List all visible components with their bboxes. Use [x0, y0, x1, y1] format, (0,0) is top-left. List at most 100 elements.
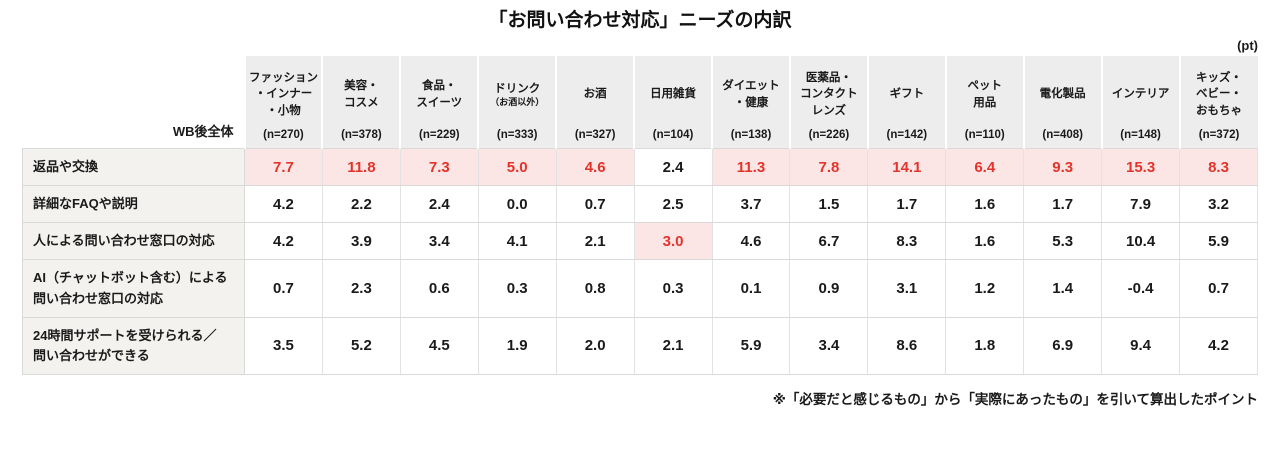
value-cell: 8.3 — [1179, 147, 1258, 187]
column-header: 美容・ コスメ (n=378) — [321, 56, 401, 149]
value-cell: 6.9 — [1023, 316, 1103, 375]
column-label: ギフト — [889, 88, 925, 101]
column-sample-size: (n=270) — [263, 129, 304, 141]
value-cell: 9.3 — [1023, 147, 1103, 187]
column-label: インテリア — [1111, 88, 1170, 101]
value-cell: 4.5 — [399, 316, 479, 375]
table-header: WB後全体 ファッション ・インナー ・小物 (n=270) 美容・ コスメ (n=3… — [22, 56, 1258, 149]
value-cell: 0.3 — [633, 259, 713, 318]
needs-breakdown-table: WB後全体 ファッション ・インナー ・小物 (n=270) 美容・ コスメ (n=3… — [22, 56, 1258, 375]
row-label: 返品や交換 — [22, 147, 245, 187]
column-header: お酒 (n=327) — [555, 56, 635, 149]
column-header: 食品・ スイーツ (n=229) — [399, 56, 479, 149]
column-label: 美容・ コスメ — [344, 80, 379, 109]
value-cell: 0.7 — [1179, 259, 1258, 318]
column-sample-size: (n=142) — [886, 129, 928, 141]
value-cell: 11.3 — [711, 147, 791, 187]
value-cell: 7.3 — [399, 147, 479, 187]
page-title: 「お問い合わせ対応」ニーズの内訳 — [488, 10, 792, 31]
column-sample-size: (n=110) — [964, 129, 1005, 141]
value-cell: 4.6 — [711, 222, 791, 261]
column-label: ペット 用品 — [967, 80, 1003, 109]
value-cell: 2.5 — [633, 185, 713, 224]
value-cell: 1.6 — [945, 222, 1025, 261]
value-cell: 4.1 — [477, 222, 557, 261]
column-header: 日用雑貨 (n=104) — [633, 56, 713, 149]
column-sample-size: (n=333) — [496, 129, 538, 141]
value-cell: 4.2 — [244, 222, 323, 261]
column-sample-size: (n=408) — [1042, 129, 1083, 141]
value-cell: 3.5 — [244, 316, 323, 375]
column-label: ダイエット ・健康 — [722, 80, 780, 109]
value-cell: 7.9 — [1101, 185, 1181, 224]
value-cell: 8.6 — [867, 316, 947, 375]
row-label: 人による問い合わせ窓口の対応 — [22, 222, 245, 261]
value-cell: 2.2 — [321, 185, 401, 224]
column-sample-size: (n=148) — [1120, 129, 1161, 141]
column-header: インテリア (n=148) — [1100, 56, 1180, 149]
column-header: ドリンク （お酒以外） (n=333) — [477, 56, 557, 149]
value-cell: 5.3 — [1023, 222, 1103, 261]
value-cell: 6.7 — [789, 222, 869, 261]
column-sample-size: (n=104) — [652, 129, 694, 141]
value-cell: 9.4 — [1101, 316, 1181, 375]
column-sample-size: (n=378) — [341, 129, 382, 141]
column-header: キッズ・ ベビー・ おもちゃ (n=372) — [1178, 56, 1258, 149]
value-cell: 0.8 — [555, 259, 635, 318]
value-cell: 1.7 — [867, 185, 947, 224]
value-cell: -0.4 — [1101, 259, 1181, 318]
value-cell: 3.4 — [399, 222, 479, 261]
value-cell: 10.4 — [1101, 222, 1181, 261]
header-row: WB後全体 ファッション ・インナー ・小物 (n=270) 美容・ コスメ (n=3… — [22, 56, 1258, 149]
value-cell: 2.0 — [555, 316, 635, 375]
value-cell: 6.4 — [945, 147, 1025, 187]
value-cell: 15.3 — [1101, 147, 1181, 187]
value-cell: 8.3 — [867, 222, 947, 261]
value-cell: 0.6 — [399, 259, 479, 318]
column-header: ダイエット ・健康 (n=138) — [711, 56, 790, 149]
value-cell: 3.4 — [789, 316, 869, 375]
table-row: 返品や交換 7.7 11.8 7.3 5.0 4.6 2.4 11.3 7.8 14.1 6.4 9.… — [22, 147, 1258, 187]
column-header: ギフト (n=142) — [866, 56, 946, 149]
value-cell: 5.9 — [711, 316, 791, 375]
table-row: 詳細なFAQや説明 4.2 2.2 2.4 0.0 0.7 2.5 3.7 1.5 1.7 1.6 1… — [22, 185, 1258, 224]
value-cell: 4.2 — [1179, 316, 1258, 375]
column-header: 医薬品・ コンタクト レンズ (n=226) — [788, 56, 868, 149]
column-label: 医薬品・ コンタクト レンズ — [800, 72, 858, 117]
value-cell: 5.2 — [321, 316, 401, 375]
column-header: 電化製品 (n=408) — [1022, 56, 1102, 149]
value-cell: 3.2 — [1179, 185, 1258, 224]
value-cell: 2.3 — [321, 259, 401, 318]
column-sublabel: （お酒以外） — [490, 97, 545, 108]
value-cell: 2.1 — [555, 222, 635, 261]
value-cell: 1.8 — [945, 316, 1025, 375]
value-cell: 0.3 — [477, 259, 557, 318]
row-label: 24時間サポートを受けられる／ 問い合わせができる — [22, 316, 245, 375]
value-cell: 3.0 — [633, 222, 713, 261]
column-sample-size: (n=372) — [1198, 129, 1240, 141]
column-label: 電化製品 — [1039, 88, 1086, 101]
column-label: 日用雑貨 — [650, 88, 697, 101]
value-cell: 11.8 — [321, 147, 401, 187]
value-cell: 0.9 — [789, 259, 869, 318]
value-cell: 3.9 — [321, 222, 401, 261]
value-cell: 4.2 — [244, 185, 323, 224]
value-cell: 1.4 — [1023, 259, 1103, 318]
column-sample-size: (n=229) — [419, 129, 460, 141]
value-cell: 5.9 — [1179, 222, 1258, 261]
value-cell: 7.7 — [244, 147, 323, 187]
value-cell: 0.7 — [555, 185, 635, 224]
value-cell: 2.1 — [633, 316, 713, 375]
value-cell: 14.1 — [867, 147, 947, 187]
value-cell: 3.1 — [867, 259, 947, 318]
unit-label: (pt) — [1237, 38, 1258, 53]
column-label: キッズ・ ベビー・ おもちゃ — [1196, 72, 1243, 117]
column-label: ファッション ・インナー ・小物 — [248, 72, 318, 117]
value-cell: 1.6 — [945, 185, 1025, 224]
value-cell: 1.9 — [477, 316, 557, 375]
table-row: 人による問い合わせ窓口の対応 4.2 3.9 3.4 4.1 2.1 3.0 4.6 6.7 8.… — [22, 222, 1258, 261]
column-sample-size: (n=138) — [730, 129, 772, 141]
value-cell: 4.6 — [555, 147, 635, 187]
value-cell: 2.4 — [399, 185, 479, 224]
table-row: AI（チャットボット含む）による 問い合わせ窓口の対応 0.7 2.3 0.6 0.3 0… — [22, 259, 1258, 318]
